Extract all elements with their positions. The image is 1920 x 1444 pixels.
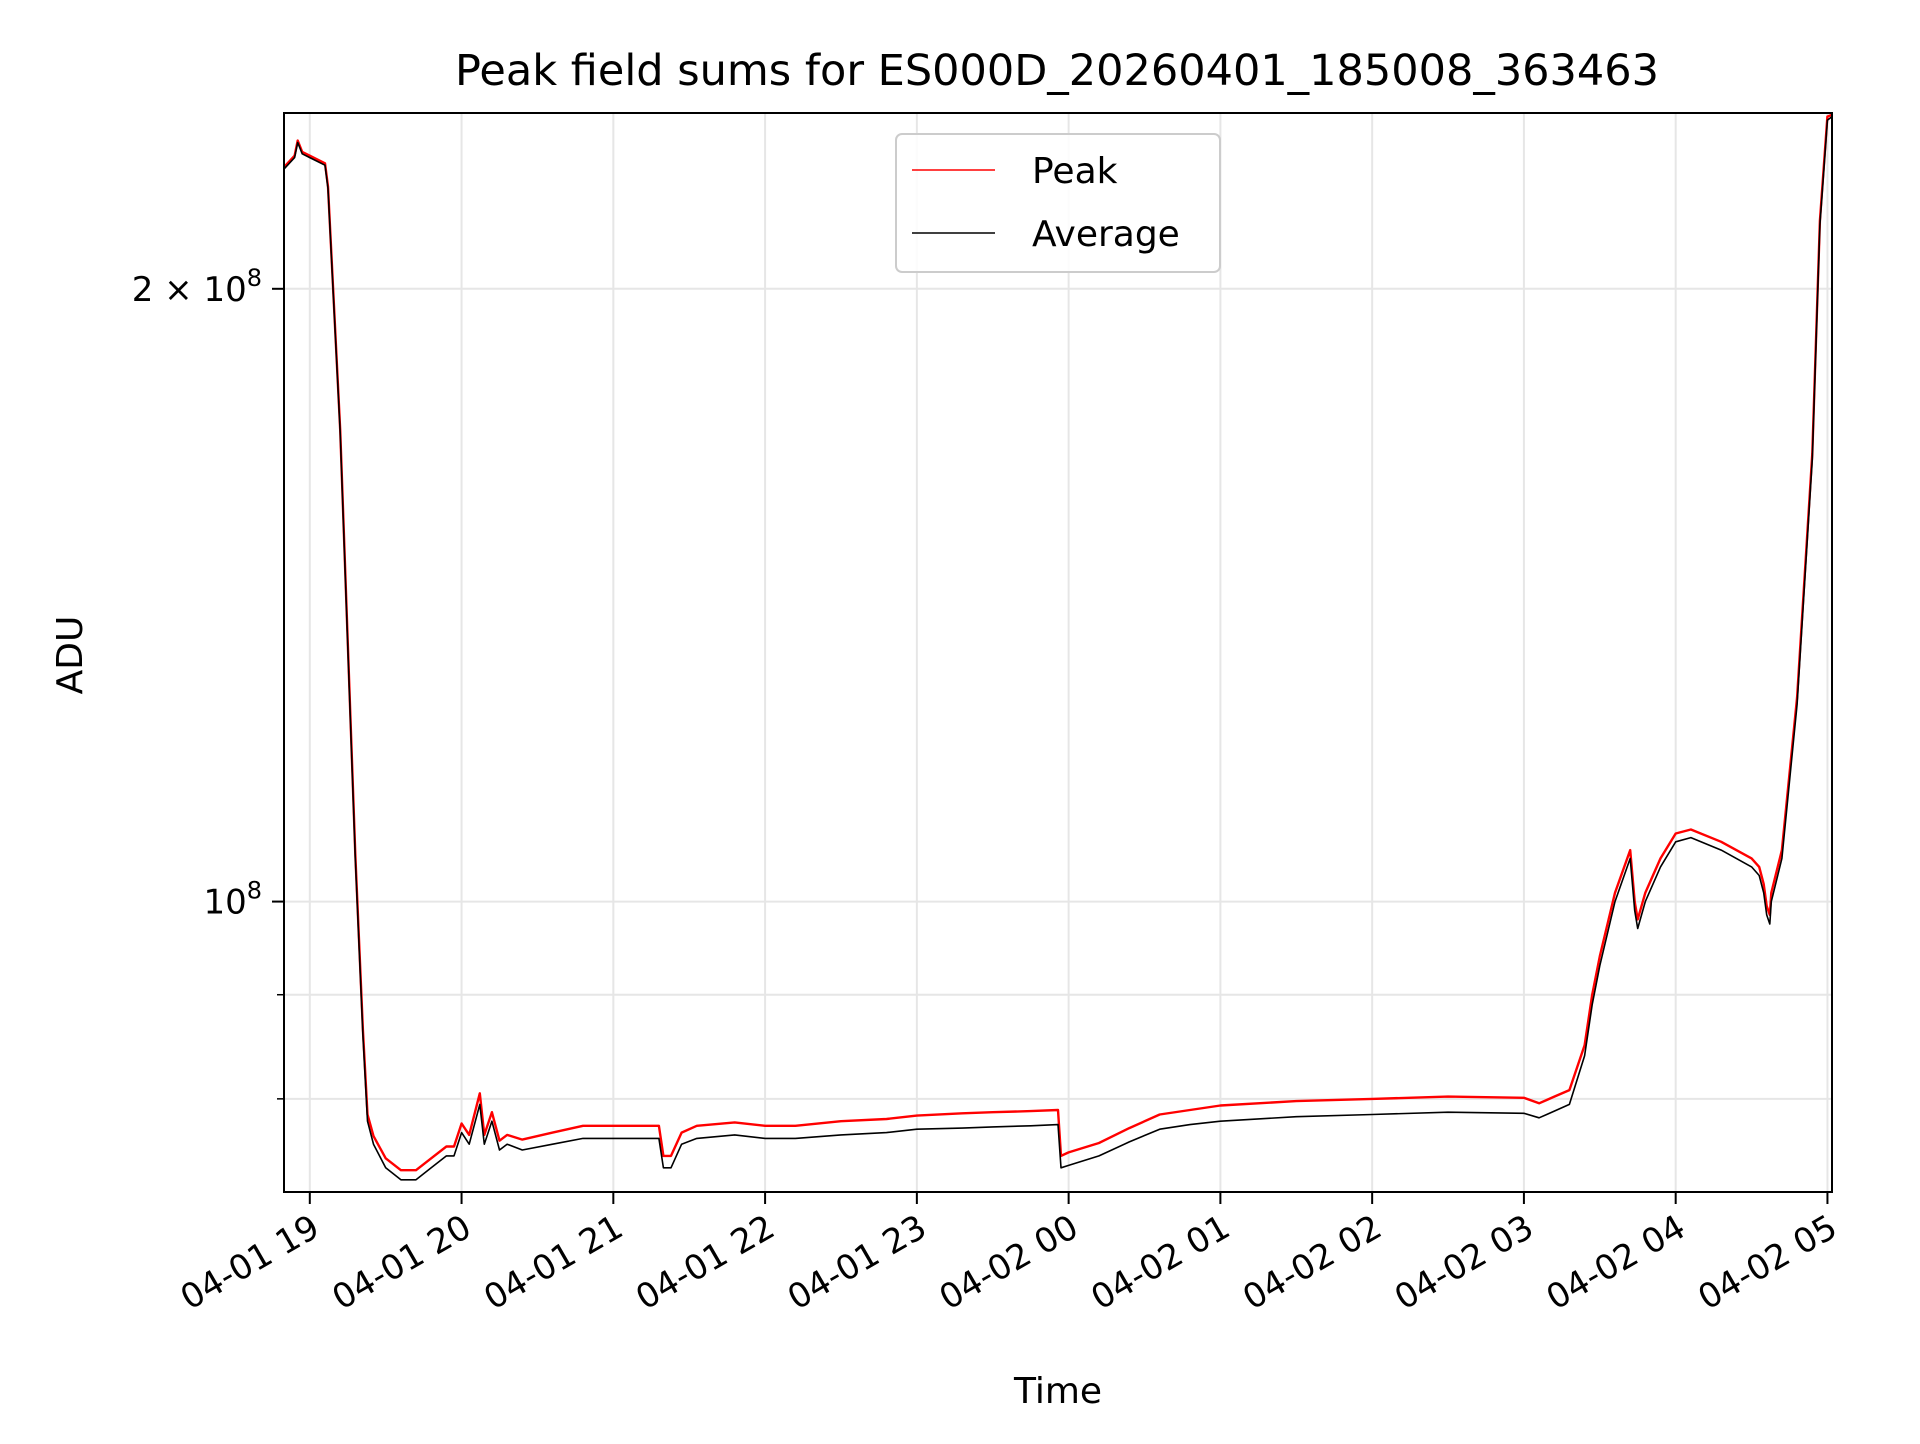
y-tick-label: 2 × 108	[132, 264, 262, 310]
legend-box	[895, 133, 1221, 273]
legend: Peak Average	[895, 133, 1221, 273]
series-layer	[283, 113, 1833, 1181]
x-axis-label: Time	[1013, 1371, 1102, 1412]
legend-average-label: Average	[1032, 214, 1180, 255]
legend-peak-label: Peak	[1032, 151, 1118, 192]
y-axis-label: ADU	[50, 616, 91, 695]
y-axis: 108 2 × 108	[132, 264, 284, 1100]
series-line-peak	[283, 113, 1833, 1172]
grid-layer	[284, 113, 1832, 1192]
plot-frame	[283, 112, 1833, 1193]
series-line-average	[283, 115, 1833, 1181]
y-tick-label: 108	[203, 877, 262, 923]
chart-title: Peak field sums for ES000D_20260401_1850…	[455, 46, 1659, 96]
